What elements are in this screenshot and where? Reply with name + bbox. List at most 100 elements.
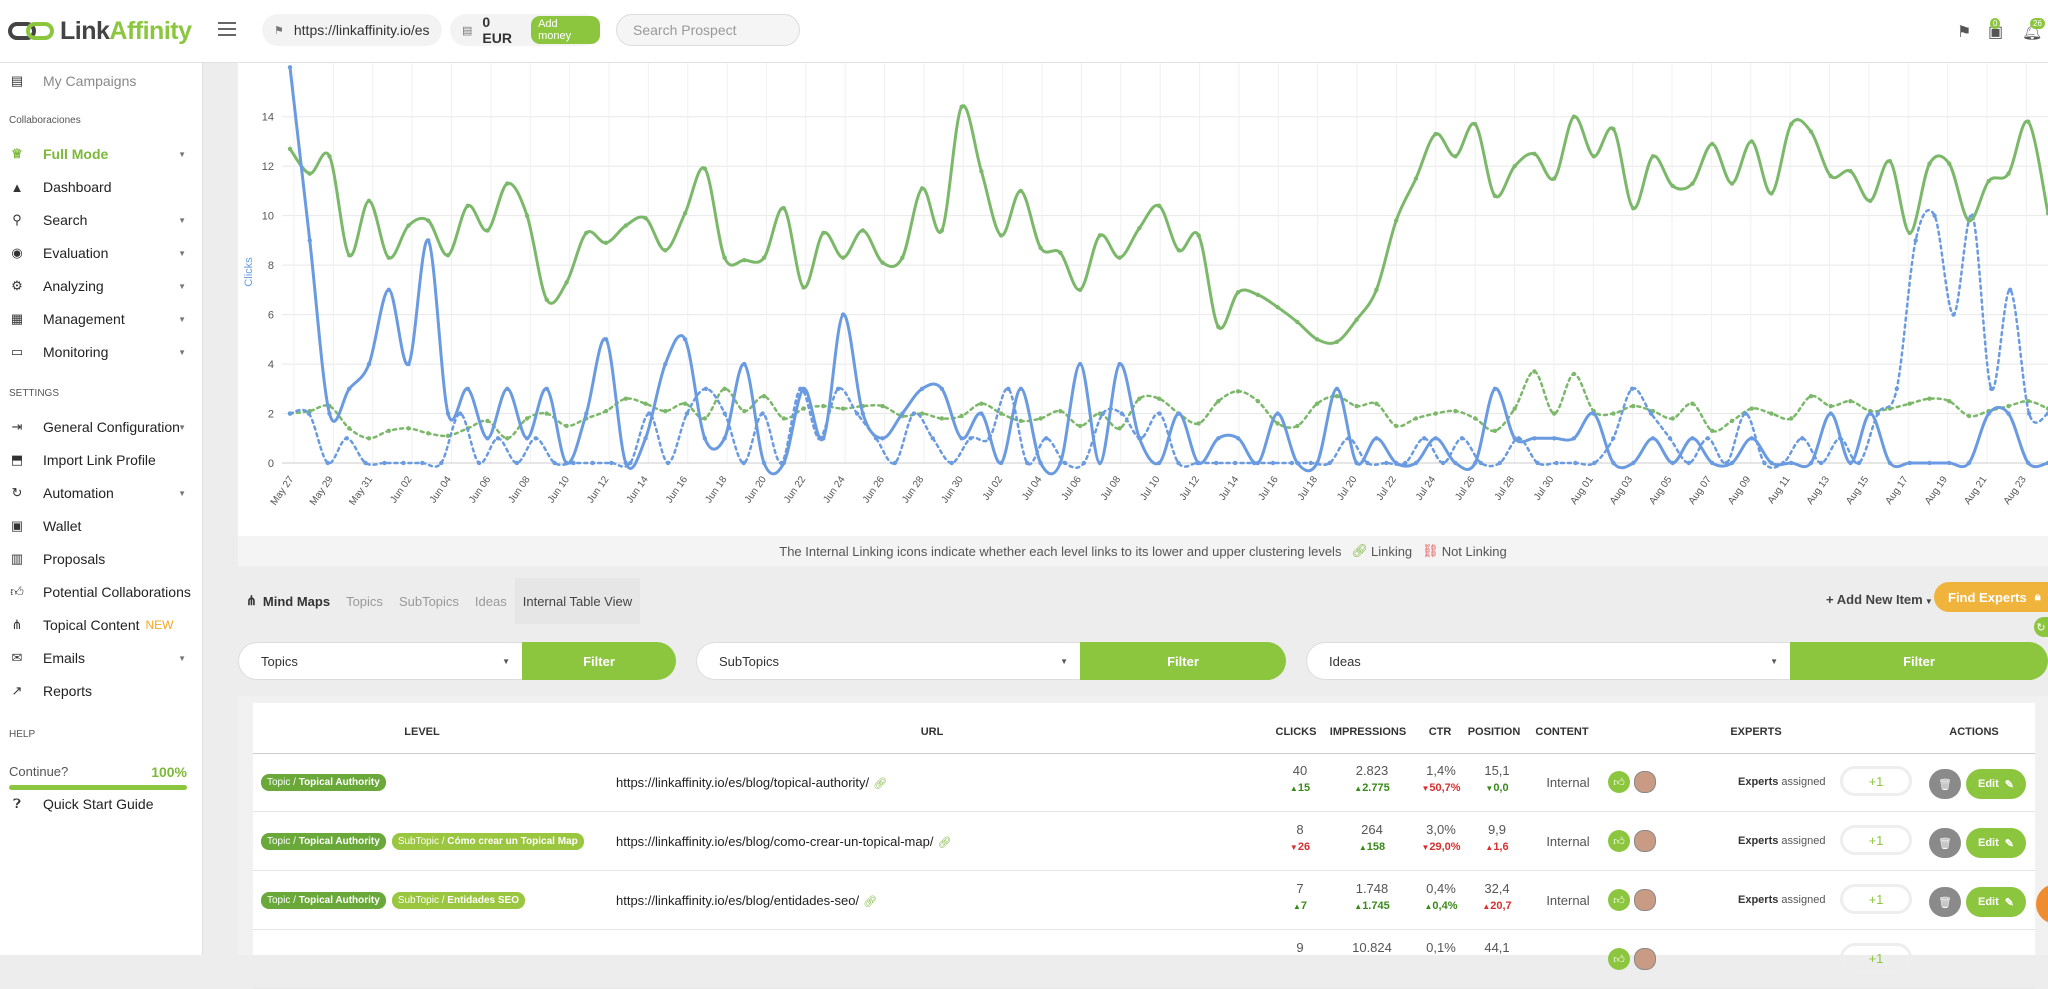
sidebar-item-automation[interactable]: ↻ Automation ▼ (0, 478, 202, 508)
data-point (1384, 460, 1389, 466)
sidebar-item-emails[interactable]: ✉ Emails ▼ (0, 643, 202, 673)
level-tag[interactable]: Topic / Topical Authority (261, 833, 386, 850)
linking-icon: 🔗︎ (937, 837, 952, 849)
dashboard-icon: ▲ (10, 179, 24, 195)
topics-filter-button[interactable]: Filter (522, 642, 676, 680)
delete-button[interactable]: 🗑︎ (1929, 828, 1961, 858)
sidebar-item-search[interactable]: ⚲ Search ▼ (0, 205, 202, 235)
expert-icons[interactable]: 👍︎ (1608, 830, 1656, 852)
data-point (603, 240, 609, 246)
edit-button[interactable]: Edit ✎ (1966, 828, 2026, 858)
data-point (1927, 396, 1932, 401)
sidebar-item-potential-collaborations[interactable]: 👍︎ Potential Collaborations (10, 584, 191, 600)
sidebar-item-evaluation[interactable]: ◉ Evaluation ▼ (0, 238, 202, 268)
url-cell[interactable]: https://linkaffinity.io/es/blog/entidade… (616, 893, 878, 908)
search-prospect-input[interactable]: Search Prospect (616, 14, 800, 46)
topics-select[interactable]: Topics ▼ (238, 642, 522, 680)
subtopics-filter-button[interactable]: Filter (1080, 642, 1286, 680)
url-cell[interactable]: https://linkaffinity.io/es/blog/como-cre… (616, 834, 952, 849)
data-point (544, 411, 549, 416)
view-tabs: ⋔ Mind Maps Topics SubTopics Ideas Intern… (238, 578, 641, 624)
sidebar-item-monitoring[interactable]: ▭ Monitoring ▼ (10, 344, 186, 360)
flag-icon[interactable]: ⚑ (1957, 24, 1972, 41)
delete-button[interactable]: 🗑︎ (1929, 887, 1961, 917)
data-point (495, 436, 501, 441)
clicks-delta: ▼26 (1289, 841, 1311, 853)
x-tick-label: Aug 11 (1766, 474, 1793, 506)
data-point (1591, 411, 1596, 416)
level-tag[interactable]: Topic / Topical Authority (261, 892, 386, 909)
sidebar-item-dashboard[interactable]: ▲ Dashboard (10, 179, 112, 195)
chat-widget[interactable] (2036, 884, 2048, 924)
add-expert-button[interactable]: +1 (1840, 825, 1912, 855)
subtopics-select[interactable]: SubTopics ▼ (696, 642, 1080, 680)
sidebar-item-general-configuration[interactable]: ⇥ General Configuration ▼ (0, 412, 202, 442)
level-tag[interactable]: SubTopic / Cómo crear un Topical Map (391, 833, 584, 850)
add-new-item-dropdown[interactable]: + Add New Item ▼ (1826, 592, 1933, 607)
url-cell[interactable]: https://linkaffinity.io/es/blog/topical-… (616, 775, 888, 790)
x-tick-label: Jul 10 (1138, 474, 1163, 503)
data-point (1856, 460, 1862, 466)
sidebar-item-management[interactable]: ▦ Management ▼ (10, 311, 186, 327)
data-point (1611, 411, 1616, 416)
lock-icon: 🔒︎ (2034, 590, 2041, 603)
sidebar-item-proposals[interactable]: ▥ Proposals (10, 551, 106, 567)
level-tag[interactable]: SubTopic / Entidades SEO (391, 892, 525, 909)
add-money-button[interactable]: Add money (531, 16, 600, 44)
add-expert-button[interactable]: +1 (1840, 943, 1912, 973)
chart-line-icon: ↗ (11, 683, 23, 698)
data-point (1327, 460, 1332, 466)
logo[interactable]: LinkAffinity (8, 16, 192, 46)
tab-ideas[interactable]: Ideas (474, 593, 507, 609)
add-expert-button[interactable]: +1 (1840, 884, 1912, 914)
sidebar-item-full-mode[interactable]: ♕ Full Mode ▼ (0, 139, 202, 169)
data-point (702, 166, 708, 171)
ideas-filter-button[interactable]: Filter (1790, 642, 2048, 680)
sidebar-item-topical-content[interactable]: ⋔ Topical Content NEW (0, 610, 202, 640)
chevron-down-icon: ▼ (178, 653, 186, 663)
position-cell: 32,4 ▲20,7 (1462, 881, 1532, 912)
data-point (1749, 139, 1754, 144)
data-point (1043, 436, 1049, 441)
data-point (1421, 436, 1427, 441)
header-position[interactable]: POSITION (1467, 726, 1521, 738)
trash-icon: 🗑︎ (1938, 837, 1952, 850)
monitor-icon: ▭ (10, 344, 24, 359)
sidebar-item-import-link-profile[interactable]: ⬒ Import Link Profile (10, 452, 156, 468)
data-point (781, 460, 787, 466)
site-selector[interactable]: ⚑ https://linkaffinity.io/es (262, 14, 442, 46)
progress-fill (9, 785, 187, 790)
find-experts-button[interactable]: Find Experts 🔒︎ (1934, 582, 2048, 612)
sync-icon: ↻ (11, 485, 23, 500)
data-point (1947, 398, 1952, 404)
tab-mind-maps[interactable]: ⋔ Mind Maps (246, 593, 331, 609)
expert-icons[interactable]: 👍︎ (1608, 948, 1656, 970)
expert-icons[interactable]: 👍︎ (1608, 771, 1656, 793)
hamburger-menu-icon[interactable] (218, 22, 236, 40)
tab-internal-table-view[interactable]: Internal Table View (514, 578, 641, 624)
edit-button[interactable]: Edit ✎ (1966, 887, 2026, 917)
header-ctr[interactable]: CTR (1428, 726, 1452, 738)
sidebar-item-analyzing[interactable]: ⚙ Analyzing ▼ (0, 271, 202, 301)
section-colaboraciones: Collaboraciones (9, 115, 81, 126)
refresh-icon[interactable]: ↻ (2034, 617, 2048, 637)
ideas-select[interactable]: Ideas ▼ (1306, 642, 1790, 680)
expert-icons[interactable]: 👍︎ (1608, 889, 1656, 911)
header-clicks[interactable]: CLICKS (1275, 726, 1317, 738)
sidebar-item-quick-start-guide[interactable]: ❓︎ Quick Start Guide (0, 789, 202, 819)
header-impressions[interactable]: IMPRESSIONS (1329, 726, 1407, 738)
tab-topics[interactable]: Topics (346, 593, 383, 609)
onboarding-progress[interactable]: Continue? 100% (9, 764, 187, 790)
sidebar-item-reports[interactable]: ↗ Reports (0, 676, 202, 706)
add-expert-button[interactable]: +1 (1840, 766, 1912, 796)
y-tick-label: 10 (262, 211, 274, 223)
sitemap-icon: ⋔ (11, 617, 23, 632)
edit-button[interactable]: Edit ✎ (1966, 769, 2026, 799)
delete-button[interactable]: 🗑︎ (1929, 769, 1961, 799)
sidebar-item-wallet[interactable]: ▣ Wallet (10, 518, 82, 534)
thumbs-up-icon: 👍︎ (1608, 948, 1630, 970)
sidebar-item-my-campaigns[interactable]: ▤ My Campaigns (10, 73, 137, 89)
header-content: CONTENT (1535, 726, 1589, 738)
level-tag[interactable]: Topic / Topical Authority (261, 774, 386, 791)
tab-subtopics[interactable]: SubTopics (398, 593, 459, 609)
